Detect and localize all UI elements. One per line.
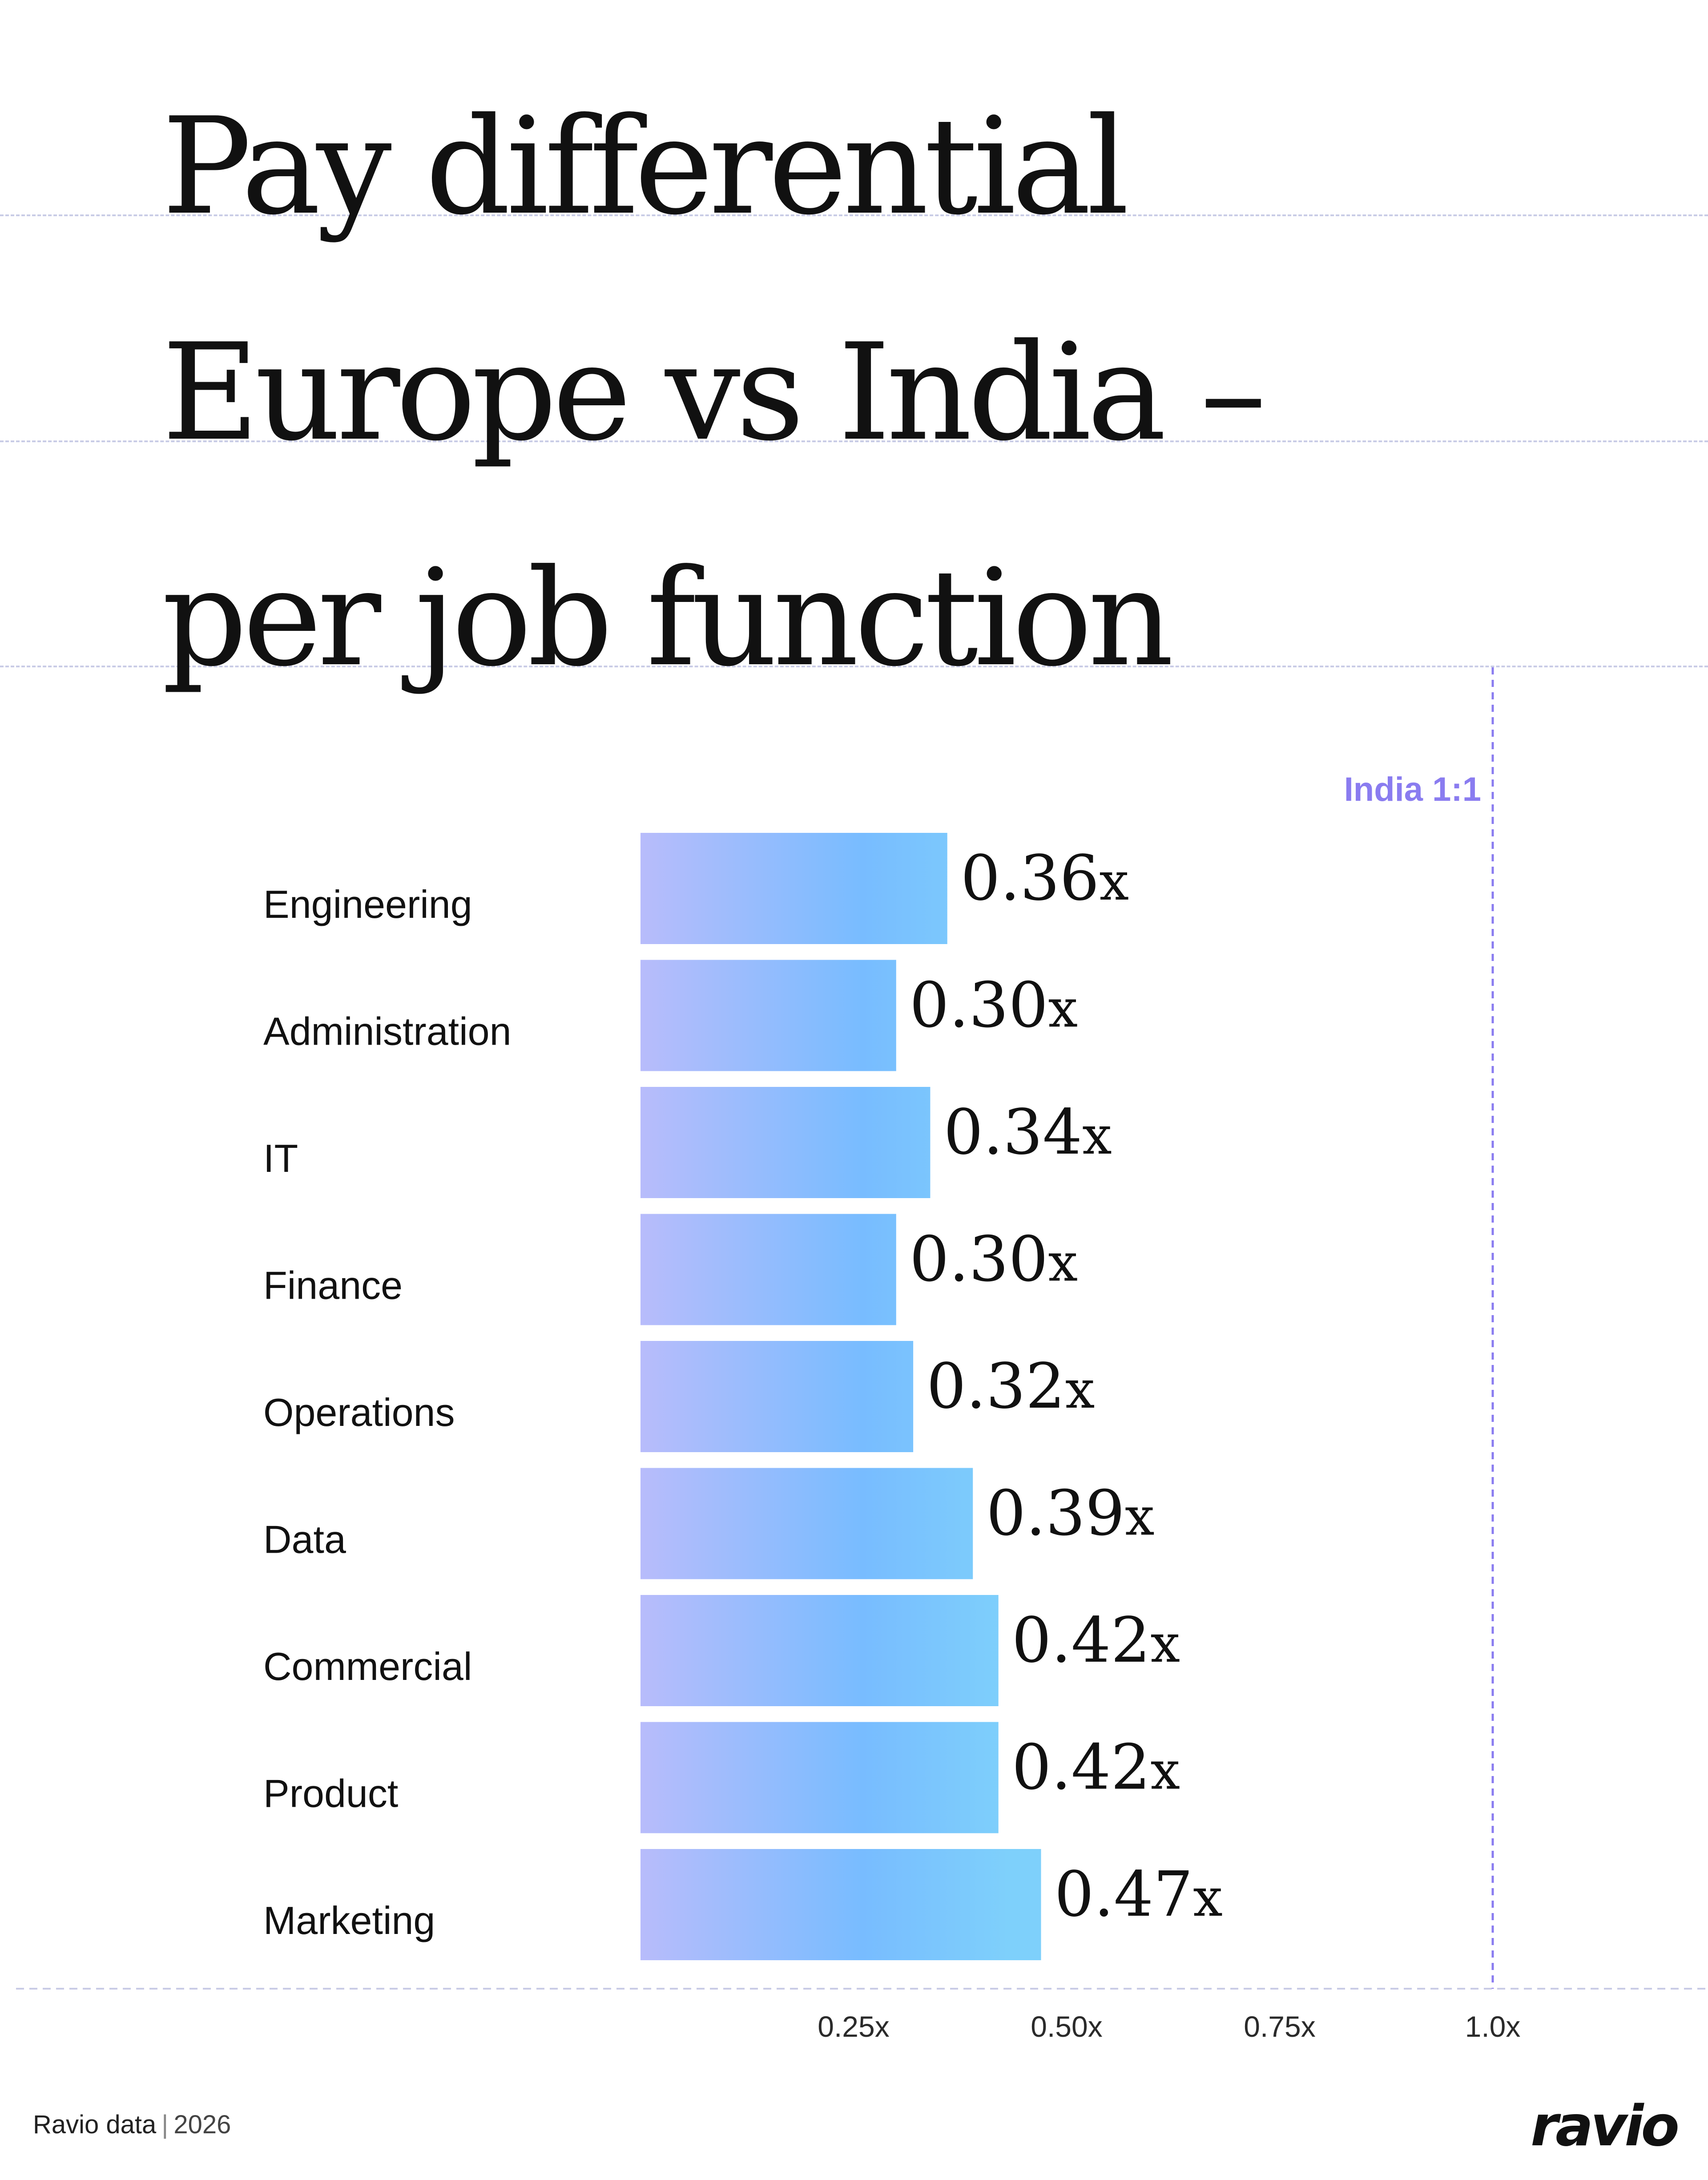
value-label-engineering: 0.36x [961, 842, 1129, 915]
value-suffix: x [1048, 1232, 1078, 1293]
value-label-administration: 0.30x [910, 969, 1078, 1042]
bar-data [640, 1468, 973, 1579]
value-suffix: x [1065, 1359, 1095, 1420]
value-suffix: x [1193, 1867, 1223, 1928]
footer-separator: | [161, 2110, 169, 2139]
labels-layer: Engineering 0.36x Administration 0.30x IT 0.3… [263, 842, 1223, 1942]
axis-layer: 0.25x 0.50x 0.75x 1.0x India 1:1 [16, 667, 1708, 2043]
category-label-product: Product [263, 1772, 398, 1816]
bar-product [640, 1722, 999, 1833]
value-suffix: x [1150, 1613, 1180, 1674]
footer-year: 2026 [173, 2110, 231, 2139]
bars-layer [640, 833, 1041, 1960]
bar-it [640, 1087, 931, 1198]
reference-line-label: India 1:1 [1344, 771, 1481, 808]
category-label-engineering: Engineering [263, 882, 472, 926]
value-label-it: 0.34x [943, 1096, 1112, 1169]
x-tick-label: 0.75x [1244, 2010, 1315, 2043]
guide-line-3 [0, 666, 1708, 667]
bar-finance [640, 1214, 896, 1325]
value-label-commercial: 0.42x [1012, 1604, 1180, 1677]
bar-marketing [640, 1849, 1041, 1960]
x-tick-label: 0.50x [1031, 2010, 1102, 2043]
bar-engineering [640, 833, 947, 944]
guide-line-1 [0, 214, 1708, 216]
value-suffix: x [1099, 851, 1129, 912]
value-label-operations: 0.32x [927, 1350, 1095, 1423]
value-label-marketing: 0.47x [1055, 1858, 1223, 1931]
value-label-finance: 0.30x [910, 1223, 1078, 1296]
footer-source: Ravio data | 2026 [33, 2110, 231, 2140]
bar-administration [640, 960, 896, 1071]
value-suffix: x [1150, 1740, 1180, 1801]
value-label-data: 0.39x [986, 1478, 1154, 1550]
x-tick-label: 1.0x [1465, 2010, 1521, 2043]
footer-source-text: Ravio data [33, 2110, 157, 2139]
ravio-logo: ravio [1530, 2093, 1680, 2159]
bar-operations [640, 1341, 914, 1452]
category-label-it: IT [263, 1136, 298, 1180]
value-suffix: x [1082, 1105, 1112, 1166]
bar-commercial [640, 1595, 999, 1706]
x-tick-label: 0.25x [818, 2010, 889, 2043]
category-label-data: Data [263, 1518, 346, 1562]
category-label-marketing: Marketing [263, 1898, 435, 1942]
category-label-finance: Finance [263, 1264, 403, 1308]
guide-line-2 [0, 440, 1708, 442]
value-suffix: x [1125, 1486, 1155, 1547]
category-label-administration: Administration [263, 1009, 512, 1054]
category-label-commercial: Commercial [263, 1644, 472, 1688]
title-line-1: Pay differential [162, 89, 1129, 244]
value-suffix: x [1048, 978, 1078, 1039]
title-line-3: per job function [162, 541, 1174, 696]
category-label-operations: Operations [263, 1390, 455, 1434]
value-label-product: 0.42x [1012, 1732, 1180, 1804]
title-line-2: Europe vs India – [162, 315, 1267, 470]
